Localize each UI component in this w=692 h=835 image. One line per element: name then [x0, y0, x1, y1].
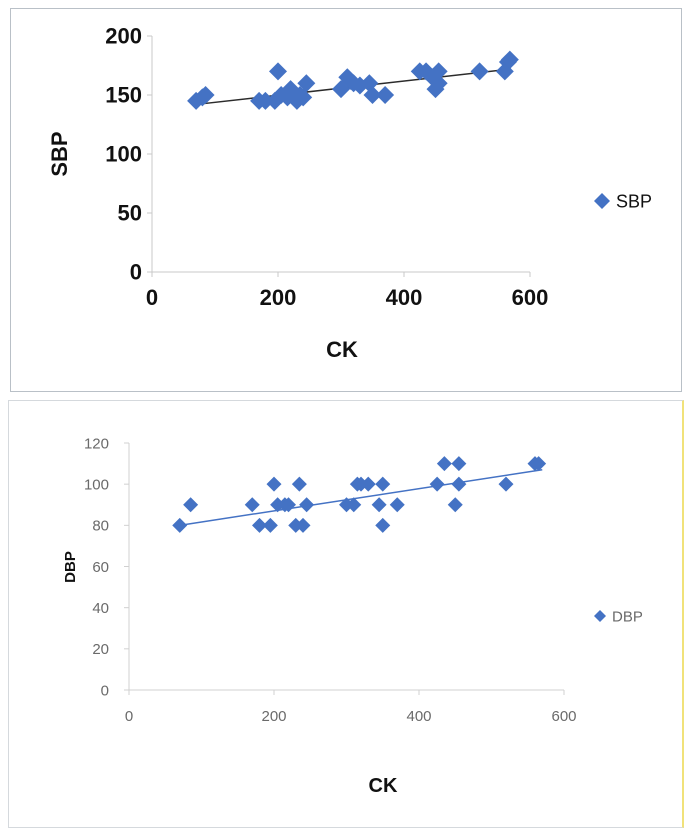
data-point	[183, 497, 199, 513]
data-point	[196, 86, 215, 104]
y-axis-title: SBP	[47, 131, 72, 176]
data-point	[266, 476, 282, 492]
sbp-chart-panel: 0 50 100 150 200 0 200 400 600 CK SBP SBP	[10, 8, 682, 392]
y-tick-label: 80	[92, 518, 109, 535]
data-point	[256, 91, 275, 110]
data-point	[363, 86, 382, 104]
data-point	[451, 456, 467, 472]
x-tick-label: 400	[406, 708, 431, 725]
y-axis-title: DBP	[62, 551, 79, 583]
x-tick-label: 600	[551, 708, 576, 725]
y-tick-label: 0	[101, 682, 109, 699]
data-point	[346, 497, 362, 513]
data-point	[269, 62, 287, 81]
data-point	[360, 476, 376, 492]
legend-label: SBP	[616, 191, 652, 211]
sbp-vs-ck-chart: 0 50 100 150 200 0 200 400 600 CK SBP SBP	[47, 24, 652, 362]
data-point	[375, 476, 391, 492]
data-point	[451, 476, 467, 492]
data-point	[371, 497, 387, 513]
data-point	[429, 476, 445, 492]
y-tick-label: 20	[92, 641, 109, 658]
x-tick-label: 200	[261, 708, 286, 725]
y-tick-label: 50	[118, 201, 142, 226]
x-tick-label: 0	[125, 708, 133, 725]
y-tick-label: 150	[105, 83, 142, 108]
data-point	[299, 497, 315, 513]
y-tick-label: 100	[105, 142, 142, 167]
trend-line	[179, 469, 543, 527]
data-point	[500, 50, 519, 69]
y-tick-label: 60	[92, 559, 109, 576]
x-axis-title: CK	[326, 337, 358, 362]
data-point	[172, 517, 188, 533]
data-point	[447, 497, 463, 513]
data-point	[375, 517, 391, 533]
legend-marker-icon	[594, 193, 610, 209]
data-point	[470, 62, 489, 81]
legend-label: DBP	[612, 608, 643, 625]
legend-marker-icon	[594, 610, 606, 622]
data-point	[429, 74, 448, 93]
x-tick-label: 600	[512, 285, 549, 310]
data-point	[389, 497, 405, 513]
y-tick-label: 120	[84, 435, 109, 452]
data-point	[262, 517, 278, 533]
data-point	[429, 62, 448, 81]
data-point	[498, 476, 514, 492]
x-axis-title: CK	[369, 775, 398, 797]
data-point	[297, 74, 316, 93]
y-tick-label: 40	[92, 600, 109, 617]
data-point	[291, 476, 307, 492]
data-point	[252, 517, 267, 533]
data-point	[281, 497, 296, 513]
data-point	[295, 517, 311, 533]
x-tick-label: 400	[386, 285, 423, 310]
x-tick-label: 0	[146, 285, 158, 310]
data-point	[294, 88, 313, 107]
y-tick-label: 100	[84, 476, 109, 493]
x-tick-label: 200	[260, 285, 297, 310]
y-tick-label: 0	[130, 260, 142, 285]
data-point	[531, 456, 547, 472]
data-point	[436, 456, 452, 472]
data-point	[376, 86, 395, 104]
data-point	[244, 497, 260, 513]
dbp-chart-panel: 0 20 40 60 80 100 120 0 200 400 600 CK DBP DBP	[8, 400, 684, 828]
dbp-vs-ck-chart: 0 20 40 60 80 100 120 0 200 400 600 CK DBP DBP	[62, 435, 643, 797]
y-tick-label: 200	[105, 24, 142, 49]
